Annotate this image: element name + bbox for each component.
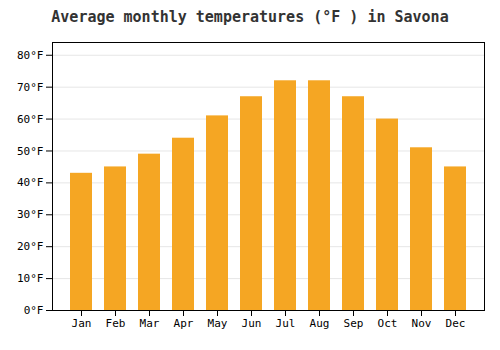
svg-text:0°F: 0°F xyxy=(24,304,44,317)
svg-text:20°F: 20°F xyxy=(17,240,44,253)
svg-text:Aug: Aug xyxy=(310,317,330,330)
svg-text:50°F: 50°F xyxy=(17,144,44,157)
svg-text:30°F: 30°F xyxy=(17,208,44,221)
svg-text:70°F: 70°F xyxy=(17,81,44,94)
svg-text:Apr: Apr xyxy=(174,317,194,330)
svg-text:May: May xyxy=(208,317,228,330)
svg-text:80°F: 80°F xyxy=(17,49,44,62)
svg-text:Feb: Feb xyxy=(106,317,126,330)
svg-text:Nov: Nov xyxy=(412,317,432,330)
svg-text:Sep: Sep xyxy=(344,317,364,330)
svg-text:Mar: Mar xyxy=(140,317,160,330)
svg-text:Jun: Jun xyxy=(242,317,262,330)
svg-text:60°F: 60°F xyxy=(17,113,44,126)
html-text:Average monthly temperatures (: Average monthly temperatures (°F ) in Sa… xyxy=(51,8,449,26)
svg-text:Jul: Jul xyxy=(276,317,296,330)
svg-text:10°F: 10°F xyxy=(17,272,44,285)
svg-text:Jan: Jan xyxy=(72,317,92,330)
svg-text:40°F: 40°F xyxy=(17,176,44,189)
svg-text:Oct: Oct xyxy=(378,317,398,330)
svg-text:Dec: Dec xyxy=(446,317,466,330)
